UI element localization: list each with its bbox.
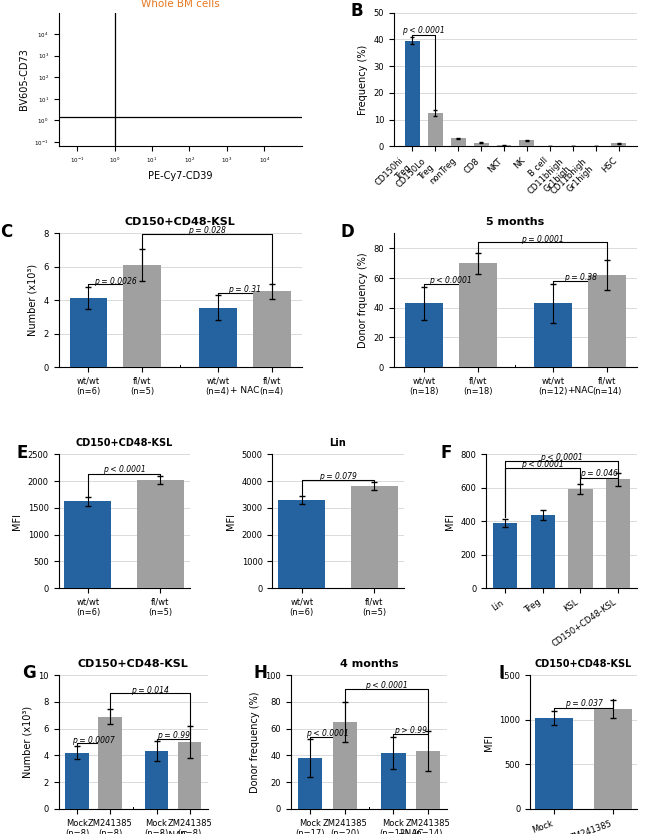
Text: H: H (253, 665, 267, 682)
Text: F: F (441, 444, 452, 461)
Text: D: D (341, 223, 354, 241)
Bar (459, 263, 497, 367)
Title: CD150+CD48-KSL: CD150+CD48-KSL (78, 659, 188, 669)
Bar (530, 515, 555, 588)
Bar (428, 113, 443, 147)
Y-axis label: Donor frequency (%): Donor frequency (%) (250, 691, 260, 793)
Y-axis label: Frequency (%): Frequency (%) (358, 44, 368, 114)
Bar (253, 291, 291, 367)
Title: 5 months: 5 months (486, 217, 545, 227)
Bar (535, 718, 573, 809)
Bar (611, 143, 626, 147)
Text: E: E (16, 444, 28, 461)
Title: 4 months: 4 months (340, 659, 398, 669)
Text: p = 0.079: p = 0.079 (319, 471, 357, 480)
Text: p < 0.0001: p < 0.0001 (430, 276, 472, 285)
Y-axis label: BV605-CD73: BV605-CD73 (19, 48, 29, 110)
Y-axis label: Number (x10³): Number (x10³) (23, 706, 32, 778)
Bar (382, 753, 406, 809)
Bar (64, 501, 111, 588)
Bar (145, 751, 168, 809)
Y-axis label: MFI: MFI (484, 734, 494, 751)
Bar (350, 486, 398, 588)
Text: p < 0.0001: p < 0.0001 (365, 681, 408, 690)
Text: p = 0.028: p = 0.028 (188, 226, 226, 235)
Text: C: C (0, 223, 12, 241)
Bar (493, 523, 517, 588)
Bar (65, 753, 88, 809)
Bar (534, 304, 572, 367)
Bar (606, 480, 630, 588)
Text: Whole BM cells: Whole BM cells (140, 0, 220, 9)
Bar (497, 145, 512, 147)
Title: Lin: Lin (330, 438, 346, 448)
Y-axis label: MFI: MFI (226, 513, 236, 530)
Title: CD150+CD48-KSL: CD150+CD48-KSL (125, 217, 235, 227)
Text: p = 0.0001: p = 0.0001 (521, 234, 564, 244)
Bar (594, 709, 632, 809)
Bar (474, 143, 489, 147)
Text: +NAC: +NAC (398, 829, 424, 834)
Bar (178, 742, 202, 809)
Text: p = 0.38: p = 0.38 (564, 274, 597, 282)
Bar (70, 298, 107, 367)
Y-axis label: MFI: MFI (12, 513, 22, 530)
Text: p = 0.31: p = 0.31 (228, 285, 261, 294)
Text: +NAC: +NAC (567, 385, 593, 394)
Bar (416, 751, 440, 809)
Bar (588, 275, 626, 367)
Text: + NAC: + NAC (230, 386, 259, 395)
Text: p < 0.0001: p < 0.0001 (540, 453, 583, 461)
Bar (405, 41, 420, 147)
Text: p = 0.0007: p = 0.0007 (72, 736, 115, 745)
Text: B: B (350, 2, 363, 20)
Title: CD150+CD48-KSL: CD150+CD48-KSL (535, 659, 632, 669)
Text: p < 0.0001: p < 0.0001 (103, 465, 146, 475)
Bar (519, 140, 534, 147)
Bar (124, 265, 161, 367)
Text: p = 0.046: p = 0.046 (580, 470, 618, 479)
Text: p = 0.037: p = 0.037 (565, 700, 603, 708)
Bar (136, 480, 184, 588)
Text: p > 0.99: p > 0.99 (395, 726, 427, 736)
Bar (405, 304, 443, 367)
Text: p = 0.0026: p = 0.0026 (94, 277, 136, 285)
Bar (199, 308, 237, 367)
Bar (451, 138, 465, 147)
Y-axis label: Number (x10³): Number (x10³) (28, 264, 38, 336)
Text: G: G (23, 665, 36, 682)
Text: + NAC: + NAC (159, 831, 188, 834)
Bar (278, 500, 325, 588)
Y-axis label: Donor frquency (%): Donor frquency (%) (358, 253, 368, 348)
Bar (568, 490, 593, 588)
X-axis label: PE-Cy7-CD39: PE-Cy7-CD39 (148, 171, 213, 181)
Text: p < 0.0001: p < 0.0001 (521, 460, 564, 470)
Title: CD150+CD48-KSL: CD150+CD48-KSL (75, 438, 173, 448)
Bar (298, 758, 322, 809)
Text: p < 0.0001: p < 0.0001 (402, 27, 445, 35)
Text: p = 0.014: p = 0.014 (131, 686, 169, 695)
Text: I: I (498, 665, 504, 682)
Text: p < 0.0001: p < 0.0001 (306, 729, 349, 738)
Text: p = 0.99: p = 0.99 (157, 731, 190, 740)
Bar (333, 722, 357, 809)
Y-axis label: MFI: MFI (445, 513, 455, 530)
Bar (98, 716, 122, 809)
